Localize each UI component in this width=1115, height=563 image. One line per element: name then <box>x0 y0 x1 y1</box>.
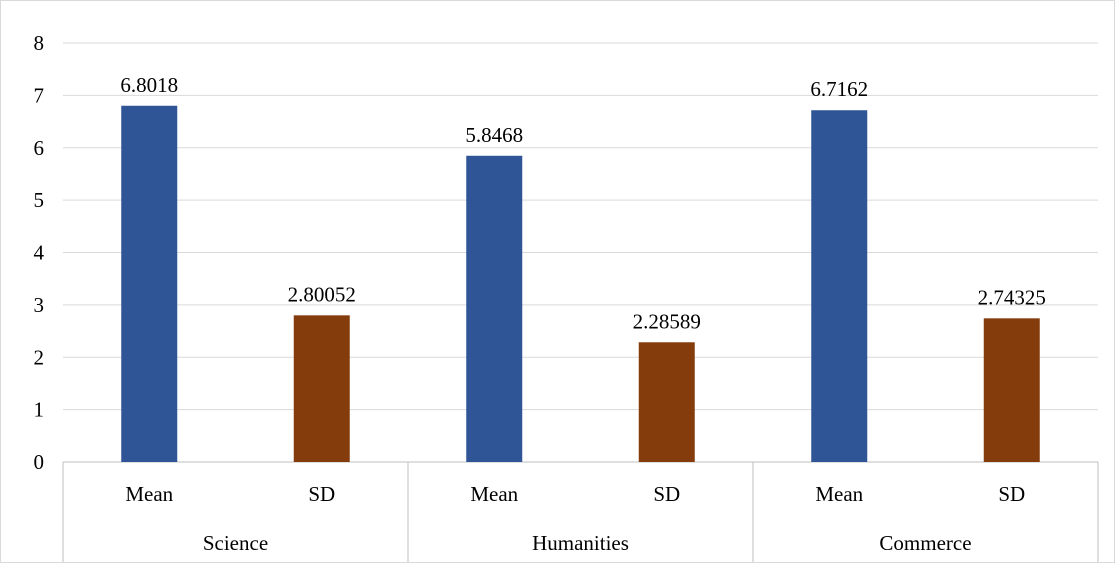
bar-commerce-sd <box>983 318 1040 462</box>
x-tick-label: Mean <box>125 482 173 506</box>
group-label: Commerce <box>879 531 971 555</box>
y-tick-label: 0 <box>34 450 45 474</box>
bar-humanities-sd <box>638 342 695 462</box>
bar-humanities-mean <box>466 155 523 462</box>
y-tick-label: 6 <box>34 136 45 160</box>
x-tick-label: Mean <box>815 482 863 506</box>
bar-science-sd <box>293 315 350 462</box>
x-tick-label: SD <box>653 482 680 506</box>
y-tick-label: 8 <box>34 31 45 55</box>
group-label: Science <box>203 531 268 555</box>
bar-commerce-mean <box>811 110 868 463</box>
data-label: 2.80052 <box>288 282 356 306</box>
y-tick-label: 4 <box>34 241 45 265</box>
y-tick-label: 3 <box>34 293 45 317</box>
y-tick-label: 5 <box>34 188 45 212</box>
data-label: 5.8468 <box>465 123 523 147</box>
group-label: Humanities <box>532 531 629 555</box>
data-label: 2.28589 <box>633 309 701 333</box>
y-tick-label: 7 <box>34 83 45 107</box>
x-tick-label: Mean <box>470 482 518 506</box>
bar-science-mean <box>121 105 178 462</box>
y-tick-label: 2 <box>34 345 45 369</box>
data-label: 6.7162 <box>810 77 868 101</box>
data-label: 6.8018 <box>120 73 178 97</box>
x-tick-label: SD <box>998 482 1025 506</box>
y-tick-label: 1 <box>34 398 45 422</box>
data-label: 2.74325 <box>978 285 1046 309</box>
x-tick-label: SD <box>308 482 335 506</box>
